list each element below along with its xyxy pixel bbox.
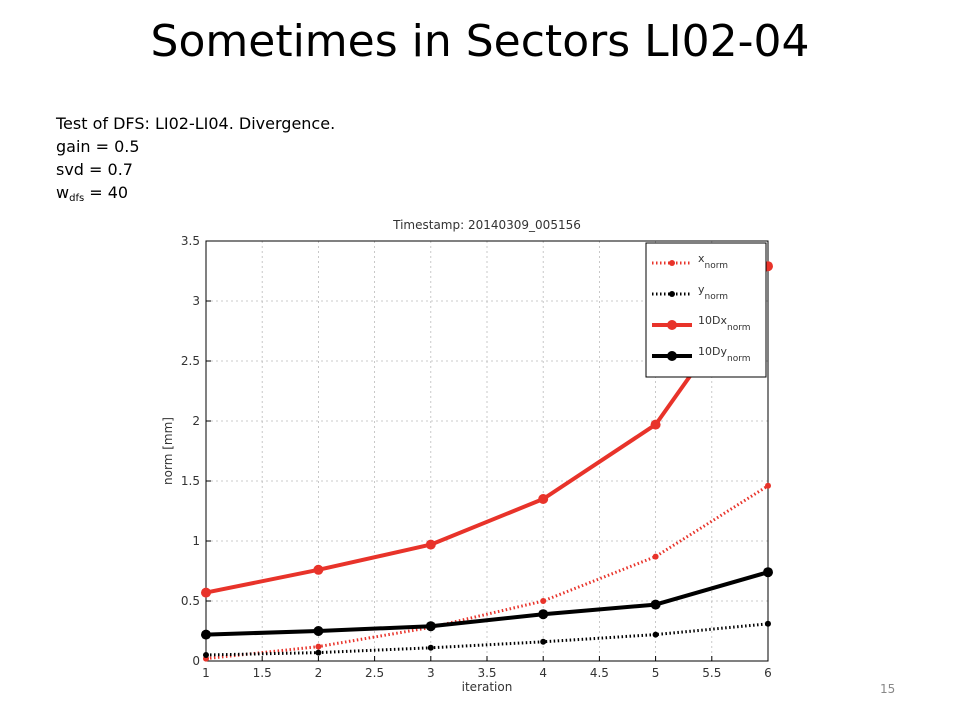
point-10dx-norm	[313, 564, 324, 575]
y-tick-label: 3.5	[181, 234, 200, 248]
point-y-norm	[540, 638, 547, 645]
y-axis-label: norm [mm]	[161, 417, 175, 485]
x-tick-label: 1	[202, 666, 210, 680]
legend-marker-10dy-norm	[667, 351, 677, 361]
point-10dy-norm	[650, 599, 661, 610]
y-tick-label: 1	[192, 534, 200, 548]
x-tick-label: 5	[652, 666, 660, 680]
point-x-norm	[765, 482, 771, 489]
chart-series	[201, 261, 773, 662]
legend-label-10dx-norm: 10Dxnorm	[698, 314, 751, 333]
x-tick-label: 2.5	[365, 666, 384, 680]
legend-marker-x-norm	[669, 260, 675, 266]
legend-label-y-norm: ynorm	[698, 283, 728, 302]
point-y-norm	[765, 620, 771, 627]
point-10dy-norm	[763, 567, 773, 578]
x-tick-label: 4.5	[590, 666, 609, 680]
series-line-x-norm	[205, 484, 769, 661]
point-10dx-norm	[650, 419, 661, 430]
point-10dx-norm	[538, 494, 549, 504]
slide-title: Sometimes in Sectors LI02-04	[150, 16, 810, 67]
legend-label-10dy-norm: 10Dynorm	[698, 345, 751, 364]
y-tick-label: 0	[192, 654, 200, 668]
point-y-norm	[427, 644, 434, 651]
point-y-norm	[203, 652, 209, 658]
series-line-10dx-norm	[205, 265, 770, 595]
point-y-norm	[652, 631, 659, 638]
point-10dx-norm	[425, 539, 436, 550]
y-tick-label: 2.5	[181, 354, 200, 368]
y-tick-label: 2	[192, 414, 200, 428]
point-10dy-norm	[201, 629, 211, 640]
info-wdfs-value: = 40	[84, 183, 129, 202]
chart-legend: xnorm ynorm 10Dxnorm 10Dynorm	[645, 242, 767, 378]
legend-label-x-norm: xnorm	[698, 252, 728, 271]
x-tick-label: 3	[427, 666, 435, 680]
info-block: Test of DFS: LI02-LI04. Divergence. gain…	[56, 112, 335, 210]
point-x-norm	[540, 598, 547, 604]
series-line-y-norm	[205, 622, 769, 657]
point-10dy-norm	[425, 621, 436, 632]
x-tick-label: 5.5	[702, 666, 721, 680]
point-x-norm	[652, 553, 659, 560]
page-number: 15	[880, 682, 896, 696]
chart: 1 1.5 2 2.5 3 3.5 4 4.5 5 5.5 6 0 0.5 1 1.5 2 2.5 3 3.5 xn…	[161, 218, 773, 694]
point-y-norm	[315, 649, 322, 656]
x-tick-label: 4	[539, 666, 547, 680]
x-tick-label: 3.5	[477, 666, 496, 680]
info-wdfs-symbol: w	[56, 183, 70, 202]
point-x-norm	[315, 643, 322, 650]
info-wdfs-subscript: dfs	[69, 193, 85, 204]
x-tick-label: 2	[315, 666, 323, 680]
info-test-line: Test of DFS: LI02-LI04. Divergence.	[56, 114, 336, 133]
y-tick-label: 3	[192, 294, 200, 308]
x-tick-label: 6	[764, 666, 772, 680]
y-tick-label: 1.5	[181, 474, 200, 488]
x-tick-label: 1.5	[253, 666, 272, 680]
legend-marker-10dx-norm	[667, 320, 677, 330]
chart-title: Timestamp: 20140309_005156	[392, 218, 581, 232]
point-10dy-norm	[313, 626, 324, 636]
info-svd-line: svd = 0.7	[56, 160, 133, 179]
info-wdfs-line: wdfs = 40	[56, 181, 335, 210]
point-10dx-norm	[201, 587, 211, 598]
x-axis-label: iteration	[462, 680, 513, 694]
point-10dy-norm	[538, 609, 549, 620]
info-gain-line: gain = 0.5	[56, 137, 140, 156]
legend-marker-y-norm	[669, 291, 675, 297]
series-line-10dy-norm	[205, 570, 769, 637]
y-tick-label: 0.5	[181, 594, 200, 608]
chart-grid	[206, 241, 768, 661]
chart-ticks: 1 1.5 2 2.5 3 3.5 4 4.5 5 5.5 6 0 0.5 1 1.5 2 2.5 3 3.5	[181, 234, 772, 680]
